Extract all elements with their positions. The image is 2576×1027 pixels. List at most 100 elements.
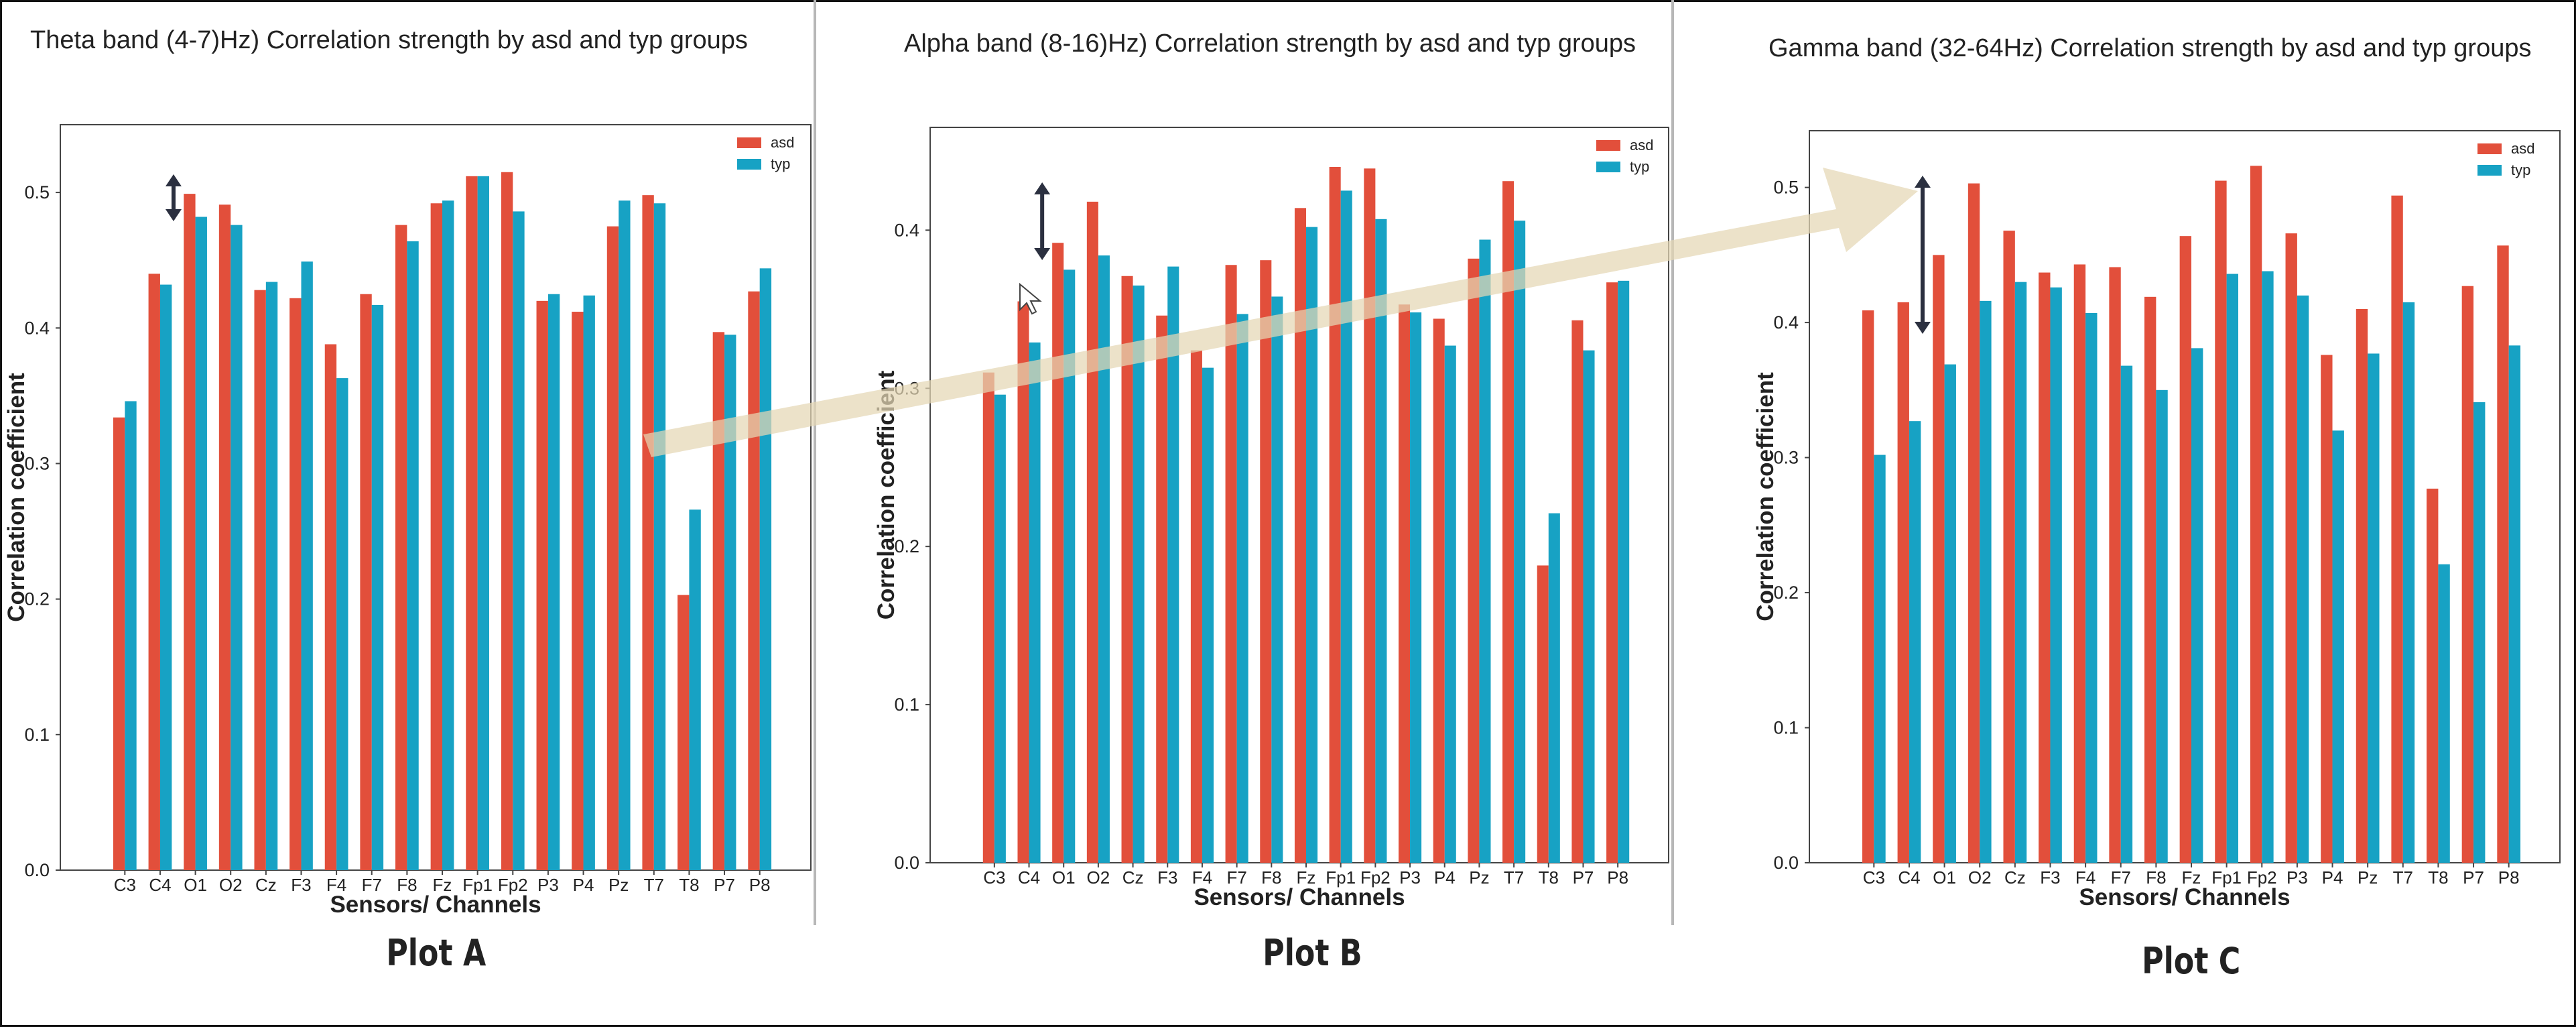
bar-typ-Fp2: [1375, 219, 1387, 863]
panel-divider: [814, 0, 816, 925]
double-arrow-head: [1914, 176, 1931, 188]
bar-typ-F4: [336, 378, 348, 870]
x-tick-label: P4: [2322, 867, 2343, 888]
bar-typ-O1: [1064, 269, 1076, 863]
bar-asd-P8: [1606, 282, 1618, 863]
plot-a-caption: Plot A: [386, 932, 487, 974]
bar-typ-C4: [1909, 421, 1921, 863]
bar-asd-P4: [2321, 355, 2333, 863]
x-tick-label: T7: [644, 875, 664, 895]
x-tick-label: C4: [1018, 867, 1040, 888]
bar-asd-Fp1: [466, 176, 478, 870]
bar-asd-F8: [1260, 260, 1272, 863]
bar-asd-O2: [1968, 183, 1980, 863]
legend-label-typ: typ: [771, 156, 790, 172]
x-tick-label: C3: [114, 875, 136, 895]
bar-asd-P7: [2461, 286, 2474, 863]
y-tick-label: 0.0: [1773, 853, 1799, 873]
bar-typ-F3: [2050, 287, 2062, 863]
bar-asd-O2: [1086, 201, 1098, 863]
x-tick-label: Fz: [1297, 867, 1316, 888]
bar-asd-T7: [2391, 195, 2403, 863]
bar-typ-O2: [1098, 255, 1110, 863]
bar-typ-Cz: [1133, 285, 1145, 863]
x-tick-label: P3: [537, 875, 559, 895]
bar-asd-Fz: [2179, 236, 2191, 863]
bar-asd-Fz: [430, 203, 442, 870]
x-tick-label: C3: [983, 867, 1005, 888]
bar-asd-Fp2: [2250, 166, 2262, 863]
bar-asd-C4: [1017, 301, 1029, 863]
bar-typ-P8: [1618, 280, 1630, 863]
x-tick-label: F4: [326, 875, 346, 895]
bar-typ-P3: [1410, 312, 1422, 863]
bar-typ-Fp1: [477, 176, 489, 870]
x-tick-label: F7: [2111, 867, 2131, 888]
panel-divider: [1671, 0, 1674, 925]
y-tick-label: 0.1: [1773, 718, 1799, 738]
bar-typ-F8: [2156, 389, 2168, 863]
bar-typ-Fp1: [1340, 190, 1352, 863]
bar-asd-F7: [2109, 267, 2121, 863]
bar-typ-Fz: [2191, 348, 2203, 863]
x-tick-label: Cz: [2004, 867, 2026, 888]
x-tick-label: O1: [1933, 867, 1956, 888]
bar-typ-Cz: [2014, 282, 2027, 863]
bar-typ-O1: [1944, 364, 1956, 863]
bar-typ-C3: [994, 394, 1006, 863]
bar-asd-Fp2: [1364, 168, 1376, 863]
bar-asd-O2: [218, 204, 231, 871]
y-tick-label: 0.2: [1773, 583, 1799, 603]
bar-asd-F8: [395, 225, 407, 871]
x-tick-label: F8: [397, 875, 417, 895]
chart-title: Theta band (4-7)Hz) Correlation strength…: [30, 26, 748, 54]
y-tick-label: 0.1: [24, 725, 50, 745]
x-tick-label: O2: [1968, 867, 1992, 888]
x-tick-label: P3: [1399, 867, 1421, 888]
x-tick-label: P7: [2463, 867, 2484, 888]
x-tick-label: Fz: [2182, 867, 2201, 888]
plot-b-caption: Plot B: [1263, 932, 1362, 974]
bar-asd-P3: [536, 300, 548, 870]
bar-asd-Fp1: [2215, 180, 2227, 863]
bar-typ-T7: [1514, 221, 1526, 863]
x-tick-label: Pz: [608, 875, 629, 895]
bar-asd-O1: [1933, 255, 1945, 863]
bar-asd-T8: [2427, 488, 2439, 863]
bar-typ-F4: [1202, 367, 1214, 863]
bar-asd-T7: [642, 195, 654, 871]
bar-typ-Fp2: [513, 211, 525, 870]
y-tick-label: 0.5: [24, 182, 50, 202]
chart-panel-2: Alpha band (8-16)Hz) Correlation strengt…: [873, 29, 1669, 910]
double-arrow-head: [165, 174, 182, 186]
bar-typ-P3: [548, 294, 560, 870]
bar-typ-F7: [2120, 365, 2133, 863]
y-tick-label: 0.0: [894, 853, 919, 873]
x-tick-label: O1: [184, 875, 207, 895]
x-tick-label: O2: [1087, 867, 1110, 888]
legend-swatch-asd: [1596, 140, 1620, 151]
x-tick-label: T7: [2393, 867, 2413, 888]
bar-asd-O1: [184, 194, 196, 870]
x-tick-label: C4: [1898, 867, 1920, 888]
bar-asd-F3: [2039, 272, 2051, 863]
y-tick-label: 0.2: [24, 589, 50, 609]
x-tick-label: T8: [2428, 867, 2448, 888]
x-tick-label: P8: [2498, 867, 2520, 888]
x-tick-label: P7: [714, 875, 735, 895]
legend-label-asd: asd: [771, 134, 794, 151]
bar-asd-F4: [324, 344, 337, 870]
bar-typ-F7: [1236, 314, 1248, 863]
x-tick-label: C3: [1863, 867, 1885, 888]
plot-c-caption: Plot C: [2142, 940, 2241, 982]
x-axis-label: Sensors/ Channels: [2079, 884, 2290, 910]
bar-typ-C4: [1029, 342, 1041, 863]
bar-typ-Pz: [619, 200, 631, 871]
chart-panel-3: Gamma band (32-64Hz) Correlation strengt…: [1752, 34, 2561, 910]
legend-swatch-asd: [737, 137, 761, 148]
bar-asd-T8: [678, 595, 690, 870]
legend-label-typ: typ: [1630, 158, 1649, 175]
x-tick-label: Cz: [255, 875, 277, 895]
x-tick-label: Fp1: [1326, 867, 1356, 888]
